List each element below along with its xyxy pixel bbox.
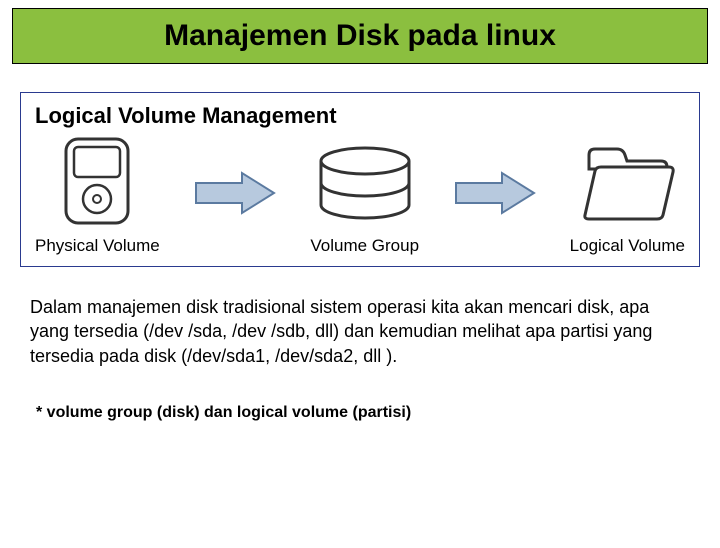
lvm-diagram: Logical Volume Management Physical Volum… xyxy=(20,92,700,267)
volume-group-item: Volume Group xyxy=(310,135,420,256)
disk-icon xyxy=(58,135,136,232)
arrow-1 xyxy=(192,169,278,222)
volume-group-label: Volume Group xyxy=(310,236,419,256)
disk-stack-icon xyxy=(310,135,420,232)
logical-volume-item: Logical Volume xyxy=(570,135,685,256)
folder-icon xyxy=(577,135,677,232)
arrow-right-icon xyxy=(192,169,278,222)
physical-volume-item: Physical Volume xyxy=(35,135,160,256)
body-paragraph: Dalam manajemen disk tradisional sistem … xyxy=(30,295,690,368)
physical-volume-label: Physical Volume xyxy=(35,236,160,256)
slide-title-bar: Manajemen Disk pada linux xyxy=(12,8,708,64)
footnote-text: * volume group (disk) dan logical volume… xyxy=(36,404,684,422)
arrow-right-icon xyxy=(452,169,538,222)
arrow-2 xyxy=(452,169,538,222)
logical-volume-label: Logical Volume xyxy=(570,236,685,256)
diagram-row: Physical Volume xyxy=(35,135,685,256)
diagram-heading: Logical Volume Management xyxy=(35,103,685,129)
